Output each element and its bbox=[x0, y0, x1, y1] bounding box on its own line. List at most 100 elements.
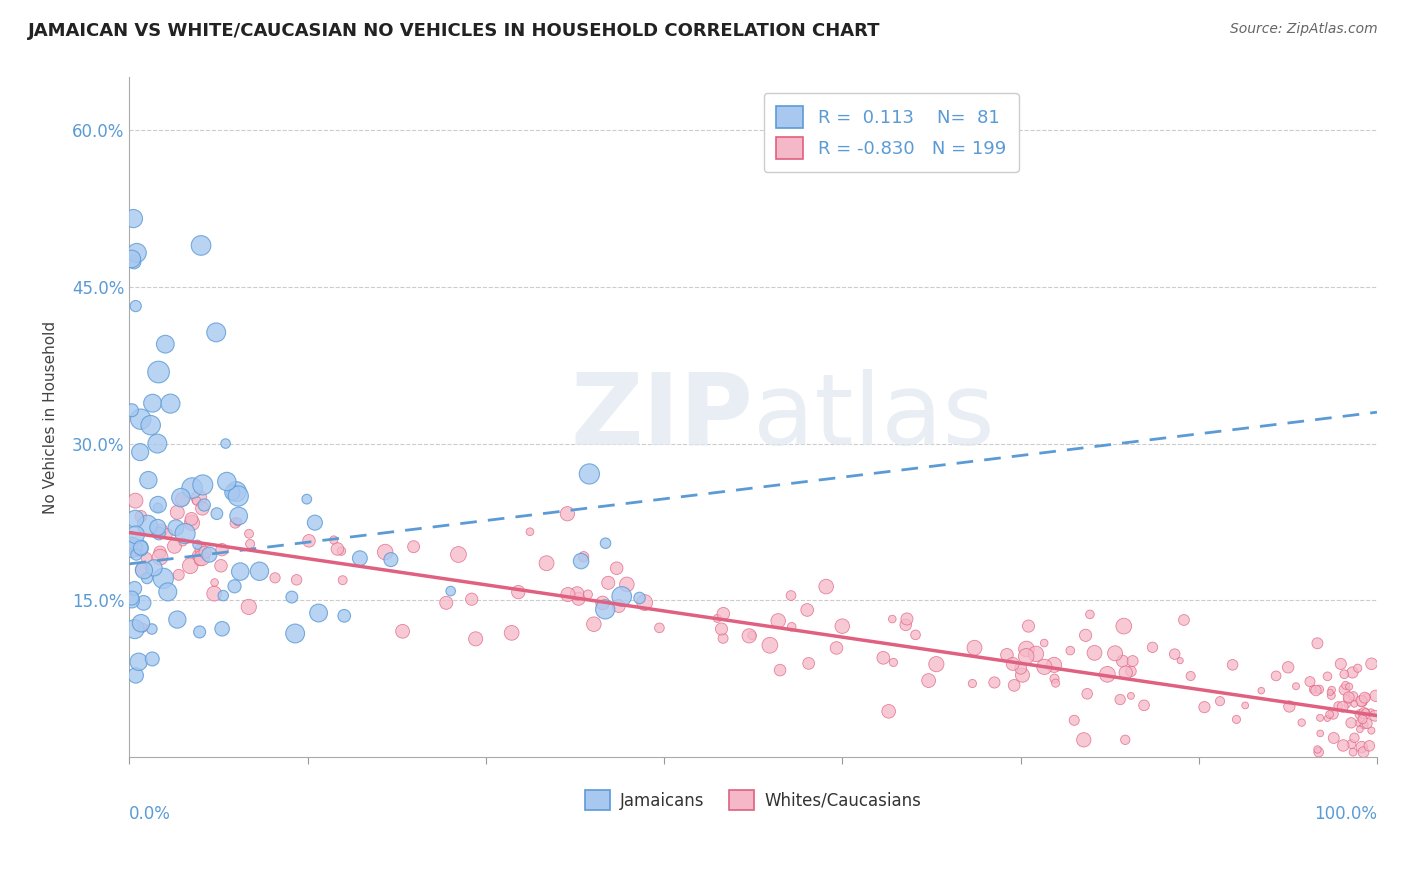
Point bbox=[1234, 698, 1257, 713]
Point bbox=[815, 580, 838, 594]
Point bbox=[228, 508, 250, 523]
Point bbox=[124, 582, 146, 596]
Point bbox=[1364, 708, 1386, 723]
Point bbox=[1340, 737, 1362, 751]
Point bbox=[882, 612, 904, 626]
Point bbox=[501, 625, 523, 640]
Text: ZIP: ZIP bbox=[571, 369, 754, 466]
Point bbox=[1337, 692, 1360, 706]
Point bbox=[149, 550, 172, 565]
Point bbox=[447, 548, 470, 562]
Point bbox=[131, 563, 153, 577]
Point bbox=[995, 648, 1018, 662]
Point bbox=[146, 436, 169, 450]
Point bbox=[1010, 661, 1032, 675]
Point bbox=[1285, 679, 1308, 693]
Point bbox=[1354, 690, 1376, 705]
Point bbox=[187, 549, 209, 563]
Point bbox=[226, 489, 249, 503]
Point bbox=[738, 629, 761, 643]
Point bbox=[391, 624, 413, 639]
Point bbox=[191, 478, 214, 492]
Point bbox=[121, 536, 143, 550]
Point bbox=[129, 616, 152, 631]
Legend: Jamaicans, Whites/Caucasians: Jamaicans, Whites/Caucasians bbox=[578, 783, 928, 817]
Point bbox=[1277, 660, 1299, 674]
Point bbox=[211, 542, 233, 557]
Point bbox=[598, 575, 620, 590]
Point bbox=[1341, 665, 1364, 680]
Point bbox=[706, 611, 728, 625]
Point bbox=[592, 596, 614, 610]
Point bbox=[224, 579, 246, 593]
Point bbox=[1306, 742, 1329, 756]
Point bbox=[1076, 687, 1098, 701]
Point bbox=[1017, 619, 1039, 633]
Point bbox=[186, 494, 208, 508]
Point bbox=[121, 591, 143, 605]
Point bbox=[1340, 715, 1362, 730]
Point bbox=[1011, 668, 1033, 682]
Point bbox=[460, 592, 482, 607]
Point bbox=[188, 624, 211, 639]
Point bbox=[797, 657, 820, 671]
Point bbox=[1309, 711, 1331, 725]
Point bbox=[124, 528, 146, 542]
Point bbox=[1265, 669, 1288, 683]
Point bbox=[125, 245, 148, 260]
Point bbox=[578, 467, 600, 481]
Point bbox=[872, 650, 894, 665]
Point bbox=[1360, 657, 1382, 671]
Point bbox=[148, 365, 170, 379]
Point bbox=[172, 492, 194, 507]
Point bbox=[1348, 723, 1371, 737]
Point bbox=[904, 628, 927, 642]
Point bbox=[831, 619, 853, 633]
Point bbox=[1319, 707, 1341, 722]
Text: 0.0%: 0.0% bbox=[129, 805, 172, 823]
Point bbox=[1015, 642, 1038, 657]
Point bbox=[1115, 665, 1137, 680]
Point bbox=[1119, 665, 1142, 679]
Point bbox=[1104, 646, 1126, 660]
Point bbox=[440, 584, 463, 599]
Point bbox=[1333, 667, 1355, 681]
Y-axis label: No Vehicles in Household: No Vehicles in Household bbox=[44, 321, 58, 514]
Point bbox=[1343, 689, 1365, 703]
Point bbox=[567, 586, 589, 600]
Point bbox=[188, 553, 211, 567]
Point bbox=[1173, 613, 1195, 627]
Point bbox=[759, 638, 782, 652]
Point bbox=[1122, 654, 1144, 668]
Point bbox=[963, 640, 986, 655]
Point bbox=[124, 493, 146, 508]
Point bbox=[882, 656, 904, 670]
Point bbox=[1322, 707, 1344, 722]
Point bbox=[1323, 731, 1346, 745]
Point bbox=[1347, 716, 1369, 731]
Point bbox=[1142, 640, 1164, 655]
Point bbox=[1320, 689, 1343, 703]
Point bbox=[190, 551, 212, 566]
Point bbox=[1319, 685, 1341, 699]
Point bbox=[132, 596, 155, 610]
Point bbox=[156, 526, 179, 541]
Point bbox=[1355, 716, 1378, 731]
Point bbox=[135, 550, 157, 565]
Point bbox=[143, 561, 166, 575]
Point bbox=[209, 558, 232, 573]
Point bbox=[1133, 698, 1156, 713]
Point bbox=[710, 622, 733, 636]
Point bbox=[1308, 745, 1330, 759]
Point bbox=[121, 252, 143, 266]
Point bbox=[983, 675, 1005, 690]
Point bbox=[1111, 654, 1133, 668]
Text: 100.0%: 100.0% bbox=[1315, 805, 1376, 823]
Point bbox=[186, 538, 208, 552]
Point bbox=[202, 586, 225, 600]
Point bbox=[174, 526, 197, 541]
Point bbox=[434, 596, 457, 610]
Point bbox=[962, 676, 984, 690]
Point bbox=[190, 238, 212, 252]
Point bbox=[1353, 706, 1375, 721]
